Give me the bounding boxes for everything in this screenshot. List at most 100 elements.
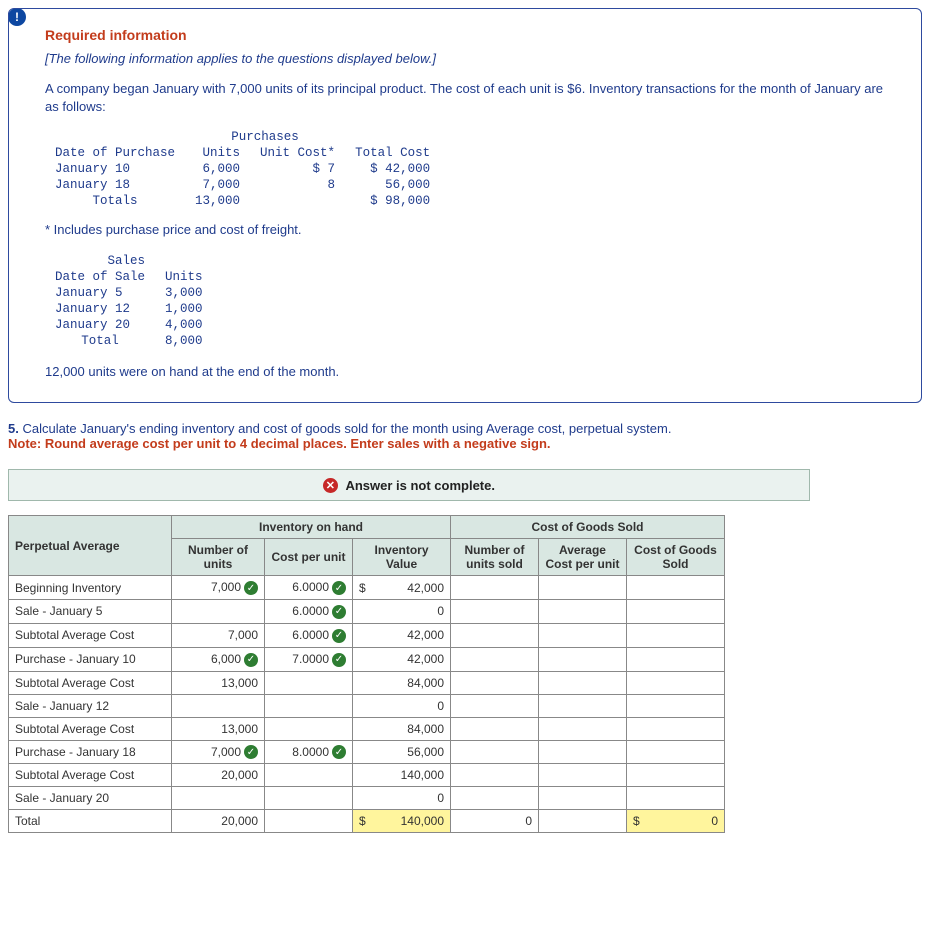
table-row: Sale - January 5 6.0000✓0 bbox=[9, 600, 725, 624]
question-body: Calculate January's ending inventory and… bbox=[19, 421, 672, 436]
cell-cost-per-unit[interactable]: 8.0000✓ bbox=[265, 740, 353, 764]
cell-inventory-value[interactable]: $140,000 bbox=[353, 810, 451, 833]
question-text: 5. Calculate January's ending inventory … bbox=[8, 421, 922, 436]
cell-units[interactable]: 13,000 bbox=[172, 671, 265, 694]
cell-cogs[interactable] bbox=[627, 600, 725, 624]
cell-units-sold[interactable] bbox=[451, 740, 539, 764]
check-icon: ✓ bbox=[332, 745, 346, 759]
row-label: Subtotal Average Cost bbox=[9, 764, 172, 787]
cell-units-sold[interactable]: 0 bbox=[451, 810, 539, 833]
table-row: January 18 7,000 8 56,000 bbox=[45, 177, 440, 193]
cell-units-sold[interactable] bbox=[451, 787, 539, 810]
cell-avg-cost[interactable] bbox=[539, 600, 627, 624]
cell-cogs[interactable] bbox=[627, 787, 725, 810]
cell-cogs[interactable] bbox=[627, 764, 725, 787]
cell-cost-per-unit[interactable] bbox=[265, 810, 353, 833]
col-totalcost: Total Cost bbox=[345, 145, 440, 161]
cell-cogs[interactable] bbox=[627, 717, 725, 740]
cell-inventory-value[interactable]: 0 bbox=[353, 787, 451, 810]
cell-avg-cost[interactable] bbox=[539, 764, 627, 787]
purchases-group-header: Purchases bbox=[185, 129, 345, 145]
cell-avg-cost[interactable] bbox=[539, 717, 627, 740]
cell-cost-per-unit[interactable]: 6.0000✓ bbox=[265, 623, 353, 647]
cell-inventory-value[interactable]: 42,000 bbox=[353, 647, 451, 671]
col-num-units: Number of units bbox=[172, 539, 265, 576]
row-label: Sale - January 5 bbox=[9, 600, 172, 624]
cell-cost-per-unit[interactable]: 6.0000✓ bbox=[265, 576, 353, 600]
cell-cogs[interactable] bbox=[627, 671, 725, 694]
cell-units-sold[interactable] bbox=[451, 717, 539, 740]
cell-units-sold[interactable] bbox=[451, 647, 539, 671]
table-row: Beginning Inventory7,000✓6.0000✓$42,000 bbox=[9, 576, 725, 600]
cell-units-sold[interactable] bbox=[451, 600, 539, 624]
cell-cogs[interactable] bbox=[627, 576, 725, 600]
question-number: 5. bbox=[8, 421, 19, 436]
cell-units-sold[interactable] bbox=[451, 671, 539, 694]
cell-inventory-value[interactable]: 56,000 bbox=[353, 740, 451, 764]
cell-units[interactable]: 7,000✓ bbox=[172, 576, 265, 600]
cell-units[interactable]: 20,000 bbox=[172, 764, 265, 787]
required-header: Required information bbox=[45, 27, 885, 43]
row-label: Subtotal Average Cost bbox=[9, 671, 172, 694]
cell-inventory-value[interactable]: 84,000 bbox=[353, 717, 451, 740]
col-unitcost: Unit Cost* bbox=[250, 145, 345, 161]
cell-units-sold[interactable] bbox=[451, 623, 539, 647]
cell-units[interactable]: 7,000 bbox=[172, 623, 265, 647]
required-info-panel: Required information [The following info… bbox=[8, 8, 922, 403]
cell-cogs[interactable] bbox=[627, 740, 725, 764]
cell-cost-per-unit[interactable]: 6.0000✓ bbox=[265, 600, 353, 624]
cell-avg-cost[interactable] bbox=[539, 740, 627, 764]
cell-units[interactable] bbox=[172, 600, 265, 624]
cell-avg-cost[interactable] bbox=[539, 623, 627, 647]
cell-units[interactable]: 13,000 bbox=[172, 717, 265, 740]
cell-cost-per-unit[interactable] bbox=[265, 787, 353, 810]
cell-inventory-value[interactable]: 140,000 bbox=[353, 764, 451, 787]
cell-avg-cost[interactable] bbox=[539, 647, 627, 671]
cell-cogs[interactable] bbox=[627, 623, 725, 647]
cell-units-sold[interactable] bbox=[451, 576, 539, 600]
cell-cost-per-unit[interactable] bbox=[265, 694, 353, 717]
cell-units-sold[interactable] bbox=[451, 764, 539, 787]
table-row: Total20,000$140,0000$0 bbox=[9, 810, 725, 833]
table-row: January 53,000 bbox=[45, 285, 213, 301]
cell-cost-per-unit[interactable] bbox=[265, 764, 353, 787]
cell-inventory-value[interactable]: 0 bbox=[353, 694, 451, 717]
cell-avg-cost[interactable] bbox=[539, 787, 627, 810]
table-row: Purchase - January 106,000✓7.0000✓42,000 bbox=[9, 647, 725, 671]
cell-inventory-value[interactable]: $42,000 bbox=[353, 576, 451, 600]
table-row: Sale - January 200 bbox=[9, 787, 725, 810]
cell-avg-cost[interactable] bbox=[539, 810, 627, 833]
row-label: Purchase - January 10 bbox=[9, 647, 172, 671]
check-icon: ✓ bbox=[244, 745, 258, 759]
cell-cogs[interactable]: $0 bbox=[627, 810, 725, 833]
cell-avg-cost[interactable] bbox=[539, 576, 627, 600]
table-row: January 121,000 bbox=[45, 301, 213, 317]
cell-units[interactable]: 6,000✓ bbox=[172, 647, 265, 671]
corner-header: Perpetual Average bbox=[9, 516, 172, 576]
row-label: Subtotal Average Cost bbox=[9, 717, 172, 740]
table-row-total: Total8,000 bbox=[45, 333, 213, 349]
cell-units[interactable]: 7,000✓ bbox=[172, 740, 265, 764]
table-row: Subtotal Average Cost7,0006.0000✓42,000 bbox=[9, 623, 725, 647]
answer-table: Perpetual Average Inventory on hand Cost… bbox=[8, 515, 725, 833]
cell-units[interactable]: 20,000 bbox=[172, 810, 265, 833]
note-text: Note: Round average cost per unit to 4 d… bbox=[8, 436, 922, 451]
cell-cogs[interactable] bbox=[627, 694, 725, 717]
cell-cogs[interactable] bbox=[627, 647, 725, 671]
cell-cost-per-unit[interactable] bbox=[265, 671, 353, 694]
cell-inventory-value[interactable]: 0 bbox=[353, 600, 451, 624]
cell-inventory-value[interactable]: 84,000 bbox=[353, 671, 451, 694]
cell-inventory-value[interactable]: 42,000 bbox=[353, 623, 451, 647]
cell-avg-cost[interactable] bbox=[539, 694, 627, 717]
check-icon: ✓ bbox=[332, 581, 346, 595]
cell-cost-per-unit[interactable] bbox=[265, 717, 353, 740]
cell-units-sold[interactable] bbox=[451, 694, 539, 717]
table-row: January 204,000 bbox=[45, 317, 213, 333]
cell-units[interactable] bbox=[172, 787, 265, 810]
check-icon: ✓ bbox=[332, 653, 346, 667]
col-avg-cost: Average Cost per unit bbox=[539, 539, 627, 576]
cell-units[interactable] bbox=[172, 694, 265, 717]
cell-avg-cost[interactable] bbox=[539, 671, 627, 694]
intro-text: A company began January with 7,000 units… bbox=[45, 80, 885, 115]
cell-cost-per-unit[interactable]: 7.0000✓ bbox=[265, 647, 353, 671]
